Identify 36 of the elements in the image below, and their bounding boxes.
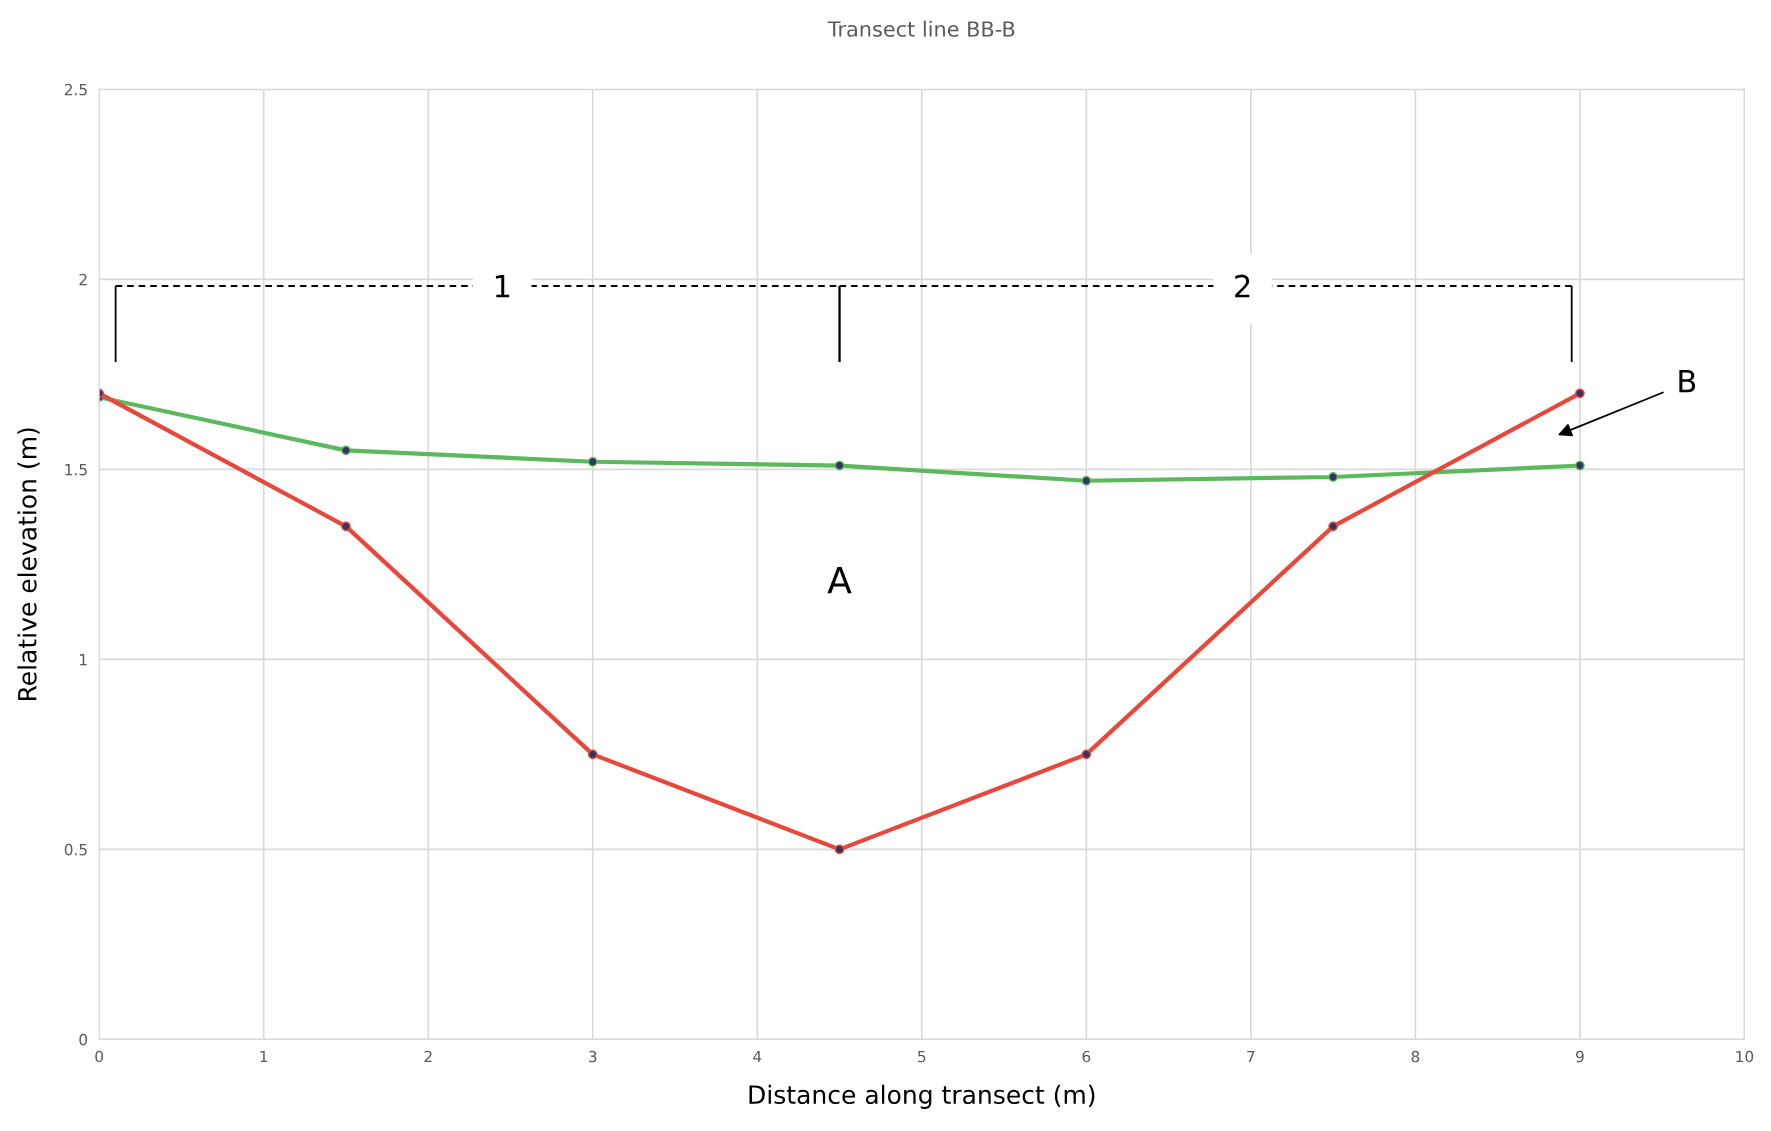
y-axis-title: Relative elevation (m): [17, 428, 40, 701]
x-tick-label: 8: [1411, 1050, 1420, 1063]
point: [587, 456, 598, 467]
y-tick-label: 0: [79, 1033, 88, 1046]
y-tick-label: 2: [79, 273, 87, 286]
y-tick-label: 1: [80, 654, 87, 666]
point: [1575, 388, 1585, 399]
point: [1328, 472, 1338, 482]
annotation: B: [1679, 370, 1696, 393]
x-axis-title: Distance along transect (m): [749, 1084, 1095, 1109]
point: [1081, 475, 1092, 486]
chart-title: Transect line BB-B: [827, 20, 1015, 37]
x-tick-label: 6: [1082, 1050, 1091, 1063]
point: [834, 460, 845, 471]
x-tick-label: 9: [1576, 1050, 1584, 1063]
y-tick-label: 1.5: [65, 464, 87, 476]
point: [1575, 460, 1585, 471]
x-tick-label: 4: [753, 1050, 762, 1063]
point: [834, 844, 845, 855]
point: [587, 749, 598, 760]
y-tick-label: 0.5: [64, 843, 87, 856]
point: [1081, 749, 1092, 760]
annotation: 2: [1235, 274, 1250, 298]
x-tick-label: 1: [260, 1050, 268, 1063]
x-tick-label: 10: [1736, 1050, 1754, 1063]
annotation: 1: [495, 275, 510, 298]
x-tick-label: 2: [424, 1050, 432, 1063]
point: [1328, 521, 1338, 532]
y-tick-label: 2.5: [64, 83, 87, 96]
annotation: A: [827, 567, 852, 594]
point: [341, 521, 351, 532]
x-tick-label: 3: [589, 1050, 597, 1063]
x-tick-label: 0: [95, 1050, 104, 1063]
x-tick-label: 7: [1247, 1050, 1255, 1063]
x-tick-label: 5: [918, 1050, 926, 1063]
point: [341, 445, 351, 456]
